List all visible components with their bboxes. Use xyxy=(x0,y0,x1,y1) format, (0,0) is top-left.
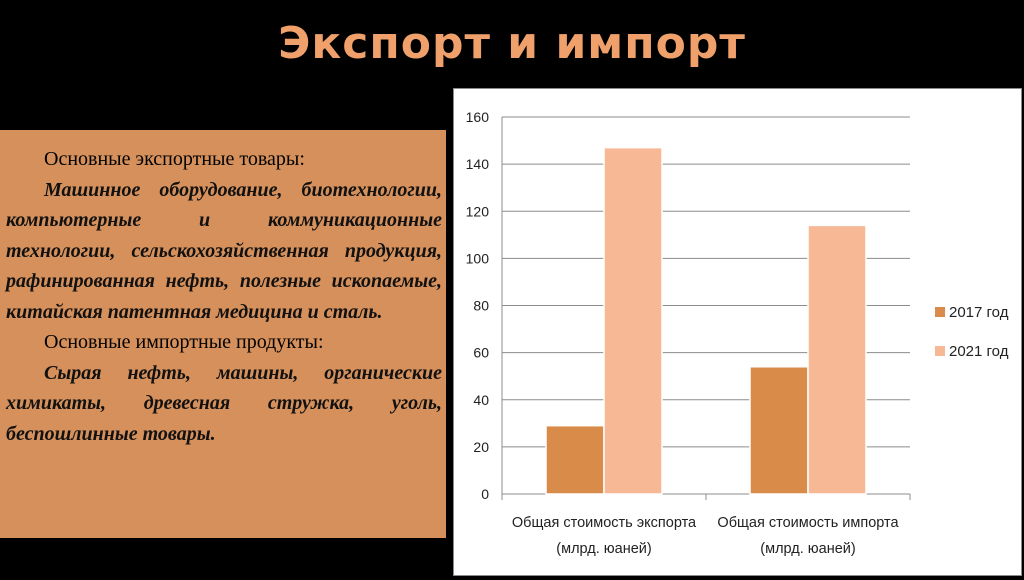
x-tick-label: Общая стоимость импорта xyxy=(717,515,899,531)
bar xyxy=(545,424,605,495)
legend-label: 2021 год xyxy=(949,343,1009,360)
chart-panel: 0 20 40 60 80 100 120 140 160 Общая стоимость экс… xyxy=(453,88,1022,576)
x-tick-label: (млрд. юаней) xyxy=(760,541,855,557)
y-tick-label: 20 xyxy=(473,439,489,455)
export-heading: Основные экспортные товары: xyxy=(44,148,305,170)
text-panel: Основные экспортные товары: Машинное обо… xyxy=(0,130,446,538)
y-tick-label: 0 xyxy=(481,486,489,502)
y-tick-label: 40 xyxy=(473,392,489,408)
y-tick-label: 100 xyxy=(466,250,490,266)
legend-swatch xyxy=(935,346,945,356)
y-tick-label: 140 xyxy=(466,156,490,172)
x-tick-label: (млрд. юаней) xyxy=(556,541,651,557)
import-heading: Основные импортные продукты: xyxy=(44,331,324,353)
bar xyxy=(749,366,809,495)
y-tick-label: 60 xyxy=(473,345,489,361)
y-tick-label: 160 xyxy=(466,109,490,125)
import-text: Сырая нефть, машины, органические химика… xyxy=(6,361,442,445)
bar xyxy=(807,224,867,495)
legend-swatch xyxy=(935,307,945,317)
slide-title: Экспорт и импорт xyxy=(278,18,746,69)
bar-chart: 0 20 40 60 80 100 120 140 160 Общая стоимость экс… xyxy=(466,109,1009,557)
x-tick-label: Общая стоимость экспорта xyxy=(512,515,697,531)
legend-label: 2017 год xyxy=(949,304,1009,321)
y-tick-label: 80 xyxy=(473,298,489,314)
export-text: Машинное оборудование, биотехнологии, ко… xyxy=(6,178,442,323)
y-tick-label: 120 xyxy=(466,203,490,219)
bar xyxy=(603,146,663,495)
